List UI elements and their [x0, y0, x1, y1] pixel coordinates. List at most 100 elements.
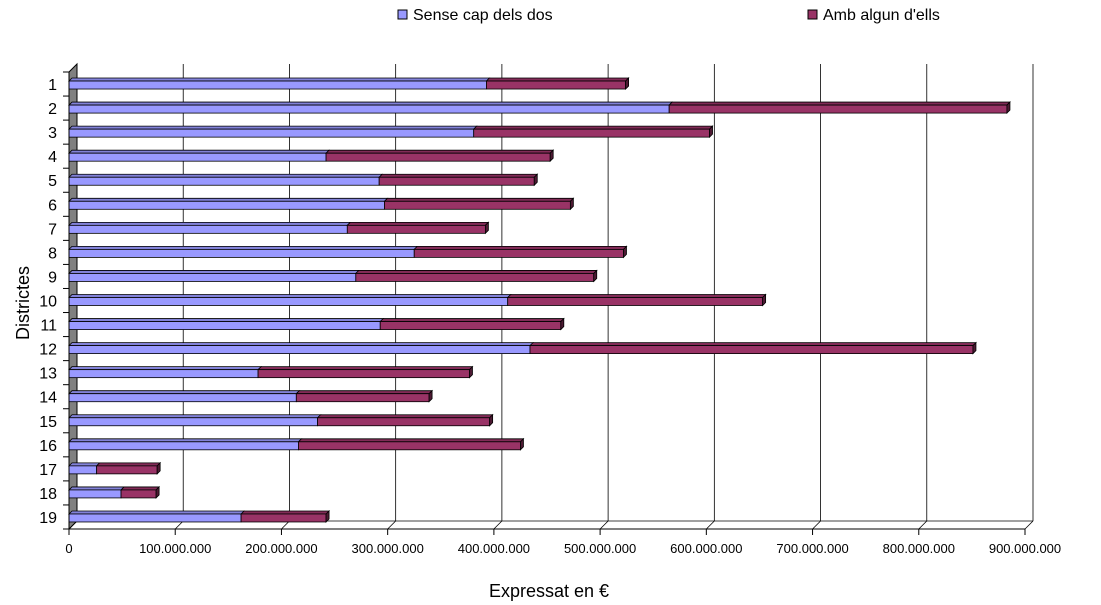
- y-tick-label: 19: [39, 510, 57, 527]
- y-tick-label: 8: [48, 245, 57, 262]
- floor-line: [918, 520, 928, 530]
- bar-end-district-14: [428, 389, 433, 403]
- bar-series-2-district-12: [529, 345, 974, 355]
- bar-top-1-district-13: [68, 366, 263, 371]
- bar-end-district-16: [520, 437, 524, 451]
- x-tick-label: 500.000.000: [564, 541, 636, 556]
- y-tick-label: 18: [39, 486, 57, 503]
- bar-top-2-district-1: [485, 77, 630, 82]
- bar-series-1-district-11: [68, 321, 381, 330]
- bar-end-district-1: [625, 77, 630, 90]
- bar-top-2-district-4: [325, 149, 555, 154]
- bar-series-1-district-4: [68, 152, 327, 162]
- bar-series-2-district-4: [325, 152, 551, 162]
- bar-end-district-19: [325, 510, 330, 523]
- bar-end-district-5: [533, 173, 538, 187]
- y-tick-label: 16: [39, 438, 57, 455]
- bar-end-district-8: [623, 245, 627, 259]
- x-tick-label: 700.000.000: [776, 541, 848, 556]
- ticks: 0 100.000.000 200.000.000 300.000.000 400.00…: [39, 71, 1061, 556]
- bar-top-1-district-3: [68, 125, 478, 130]
- x-tick-label: 300.000.000: [352, 541, 424, 556]
- bar-top-1-district-16: [68, 438, 303, 443]
- bar-top-1-district-12: [68, 342, 534, 347]
- bar-top-2-district-2: [668, 101, 1011, 106]
- bar-series-1-district-3: [68, 128, 475, 138]
- bar-series-1-district-16: [68, 441, 299, 451]
- y-tick-label: 5: [48, 173, 57, 190]
- y-tick-label: 2: [48, 101, 57, 118]
- x-tick-label: 600.000.000: [670, 541, 742, 556]
- bar-end-district-4: [549, 149, 554, 163]
- bar-series-1-district-8: [68, 248, 415, 258]
- bar-series-2-district-17: [96, 465, 158, 475]
- floor-line: [812, 520, 821, 530]
- bar-series-2-district-18: [120, 489, 157, 499]
- floor-line: [599, 520, 609, 530]
- bar-series-2-district-10: [507, 297, 764, 306]
- y-tick-label: 14: [39, 390, 57, 407]
- bar-series-2-district-15: [317, 417, 491, 427]
- bar-top-2-district-10: [506, 294, 767, 298]
- bar-end-district-13: [469, 365, 473, 379]
- bar-series-2-district-11: [379, 321, 562, 330]
- bar-top-2-district-18: [120, 486, 161, 491]
- y-axis-title: Districtes: [13, 266, 33, 340]
- bar-series-1-district-12: [68, 345, 531, 355]
- bar-top-2-district-6: [383, 197, 575, 202]
- y-tick-label: 9: [48, 269, 57, 286]
- bar-top-2-district-9: [354, 270, 598, 274]
- bar-series-2-district-13: [257, 369, 470, 379]
- y-tick-label: 1: [48, 77, 57, 94]
- x-tick-label: 100.000.000: [139, 541, 211, 556]
- y-tick-label: 17: [39, 462, 57, 479]
- bar-series-2-district-5: [378, 176, 535, 186]
- bar-top-1-district-11: [68, 318, 385, 322]
- bars: [68, 77, 1011, 523]
- bar-end-district-12: [972, 341, 977, 355]
- y-tick-label: 11: [40, 318, 57, 335]
- bar-top-1-district-2: [68, 101, 674, 106]
- bar-series-1-district-15: [68, 417, 318, 427]
- bar-series-1-district-7: [68, 224, 348, 234]
- bar-end-district-15: [489, 413, 494, 427]
- y-tick-label: 12: [39, 342, 57, 359]
- bar-top-1-district-1: [68, 77, 491, 82]
- y-tick-label: 6: [48, 197, 57, 214]
- bar-end-district-18: [155, 485, 160, 499]
- legend-label-series-2: Amb algun d'ells: [823, 7, 940, 24]
- floor-line: [706, 520, 715, 530]
- bar-series-2-district-7: [346, 224, 486, 234]
- bar-series-1-district-5: [68, 176, 380, 186]
- bar-top-2-district-12: [529, 342, 977, 347]
- bar-end-district-3: [709, 125, 713, 139]
- y-tick-label: 13: [39, 366, 57, 383]
- legend-label-series-1: Sense cap dels dos: [413, 7, 553, 24]
- bar-top-2-district-11: [379, 318, 565, 322]
- bar-end-district-9: [593, 269, 598, 283]
- bar-end-district-6: [569, 197, 574, 211]
- x-tick-label: 800.000.000: [883, 541, 955, 556]
- bar-end-district-2: [1006, 101, 1011, 115]
- y-tick-label: 7: [48, 221, 57, 238]
- bar-series-2-district-3: [473, 128, 710, 138]
- bar-top-2-district-17: [95, 462, 162, 467]
- bar-top-2-district-7: [346, 221, 490, 226]
- bar-top-2-district-16: [297, 438, 525, 443]
- bar-top-1-district-17: [68, 462, 101, 467]
- floor-line: [493, 520, 503, 530]
- bar-series-2-district-8: [413, 248, 624, 258]
- bar-series-2-district-2: [668, 104, 1008, 114]
- bar-series-1-district-19: [68, 513, 242, 523]
- bar-top-1-district-10: [68, 294, 512, 298]
- legend-swatch-series-2: [807, 9, 818, 20]
- bar-series-1-district-17: [68, 465, 98, 475]
- x-axis-title: Expressat en €: [489, 581, 609, 601]
- x-tick-label: 0: [65, 541, 72, 556]
- bar-top-2-district-15: [316, 414, 494, 419]
- bar-top-1-district-4: [68, 149, 331, 154]
- bar-series-1-district-1: [68, 80, 487, 90]
- x-tick-label: 200.000.000: [245, 541, 317, 556]
- bar-series-1-district-10: [68, 297, 509, 306]
- x-tick-label: 400.000.000: [458, 541, 530, 556]
